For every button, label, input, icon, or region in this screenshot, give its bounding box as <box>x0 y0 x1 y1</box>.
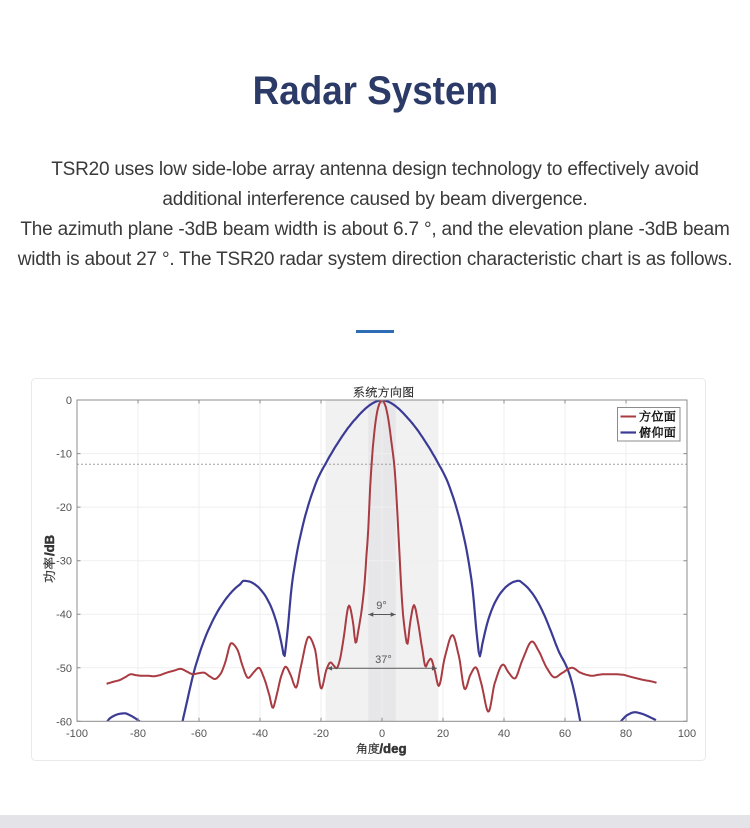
svg-text:100: 100 <box>678 728 696 740</box>
svg-text:80: 80 <box>620 728 632 740</box>
svg-text:/deg: /deg <box>379 741 406 756</box>
svg-text:-100: -100 <box>66 728 88 740</box>
svg-text:0: 0 <box>379 728 385 740</box>
svg-text:-40: -40 <box>56 609 72 621</box>
svg-text:37°: 37° <box>375 654 392 666</box>
svg-text:60: 60 <box>559 728 571 740</box>
svg-text:-80: -80 <box>130 728 146 740</box>
svg-text:-50: -50 <box>56 663 72 675</box>
svg-text:40: 40 <box>498 728 510 740</box>
svg-text:9°: 9° <box>376 600 387 612</box>
svg-text:20: 20 <box>437 728 449 740</box>
svg-text:0: 0 <box>66 395 72 407</box>
svg-text:-60: -60 <box>191 728 207 740</box>
svg-text:-40: -40 <box>252 728 268 740</box>
svg-text:-60: -60 <box>56 716 72 728</box>
svg-text:-30: -30 <box>56 556 72 568</box>
svg-text:/dB: /dB <box>42 535 57 556</box>
svg-text:-20: -20 <box>56 502 72 514</box>
svg-text:-10: -10 <box>56 449 72 461</box>
svg-text:-20: -20 <box>313 728 329 740</box>
